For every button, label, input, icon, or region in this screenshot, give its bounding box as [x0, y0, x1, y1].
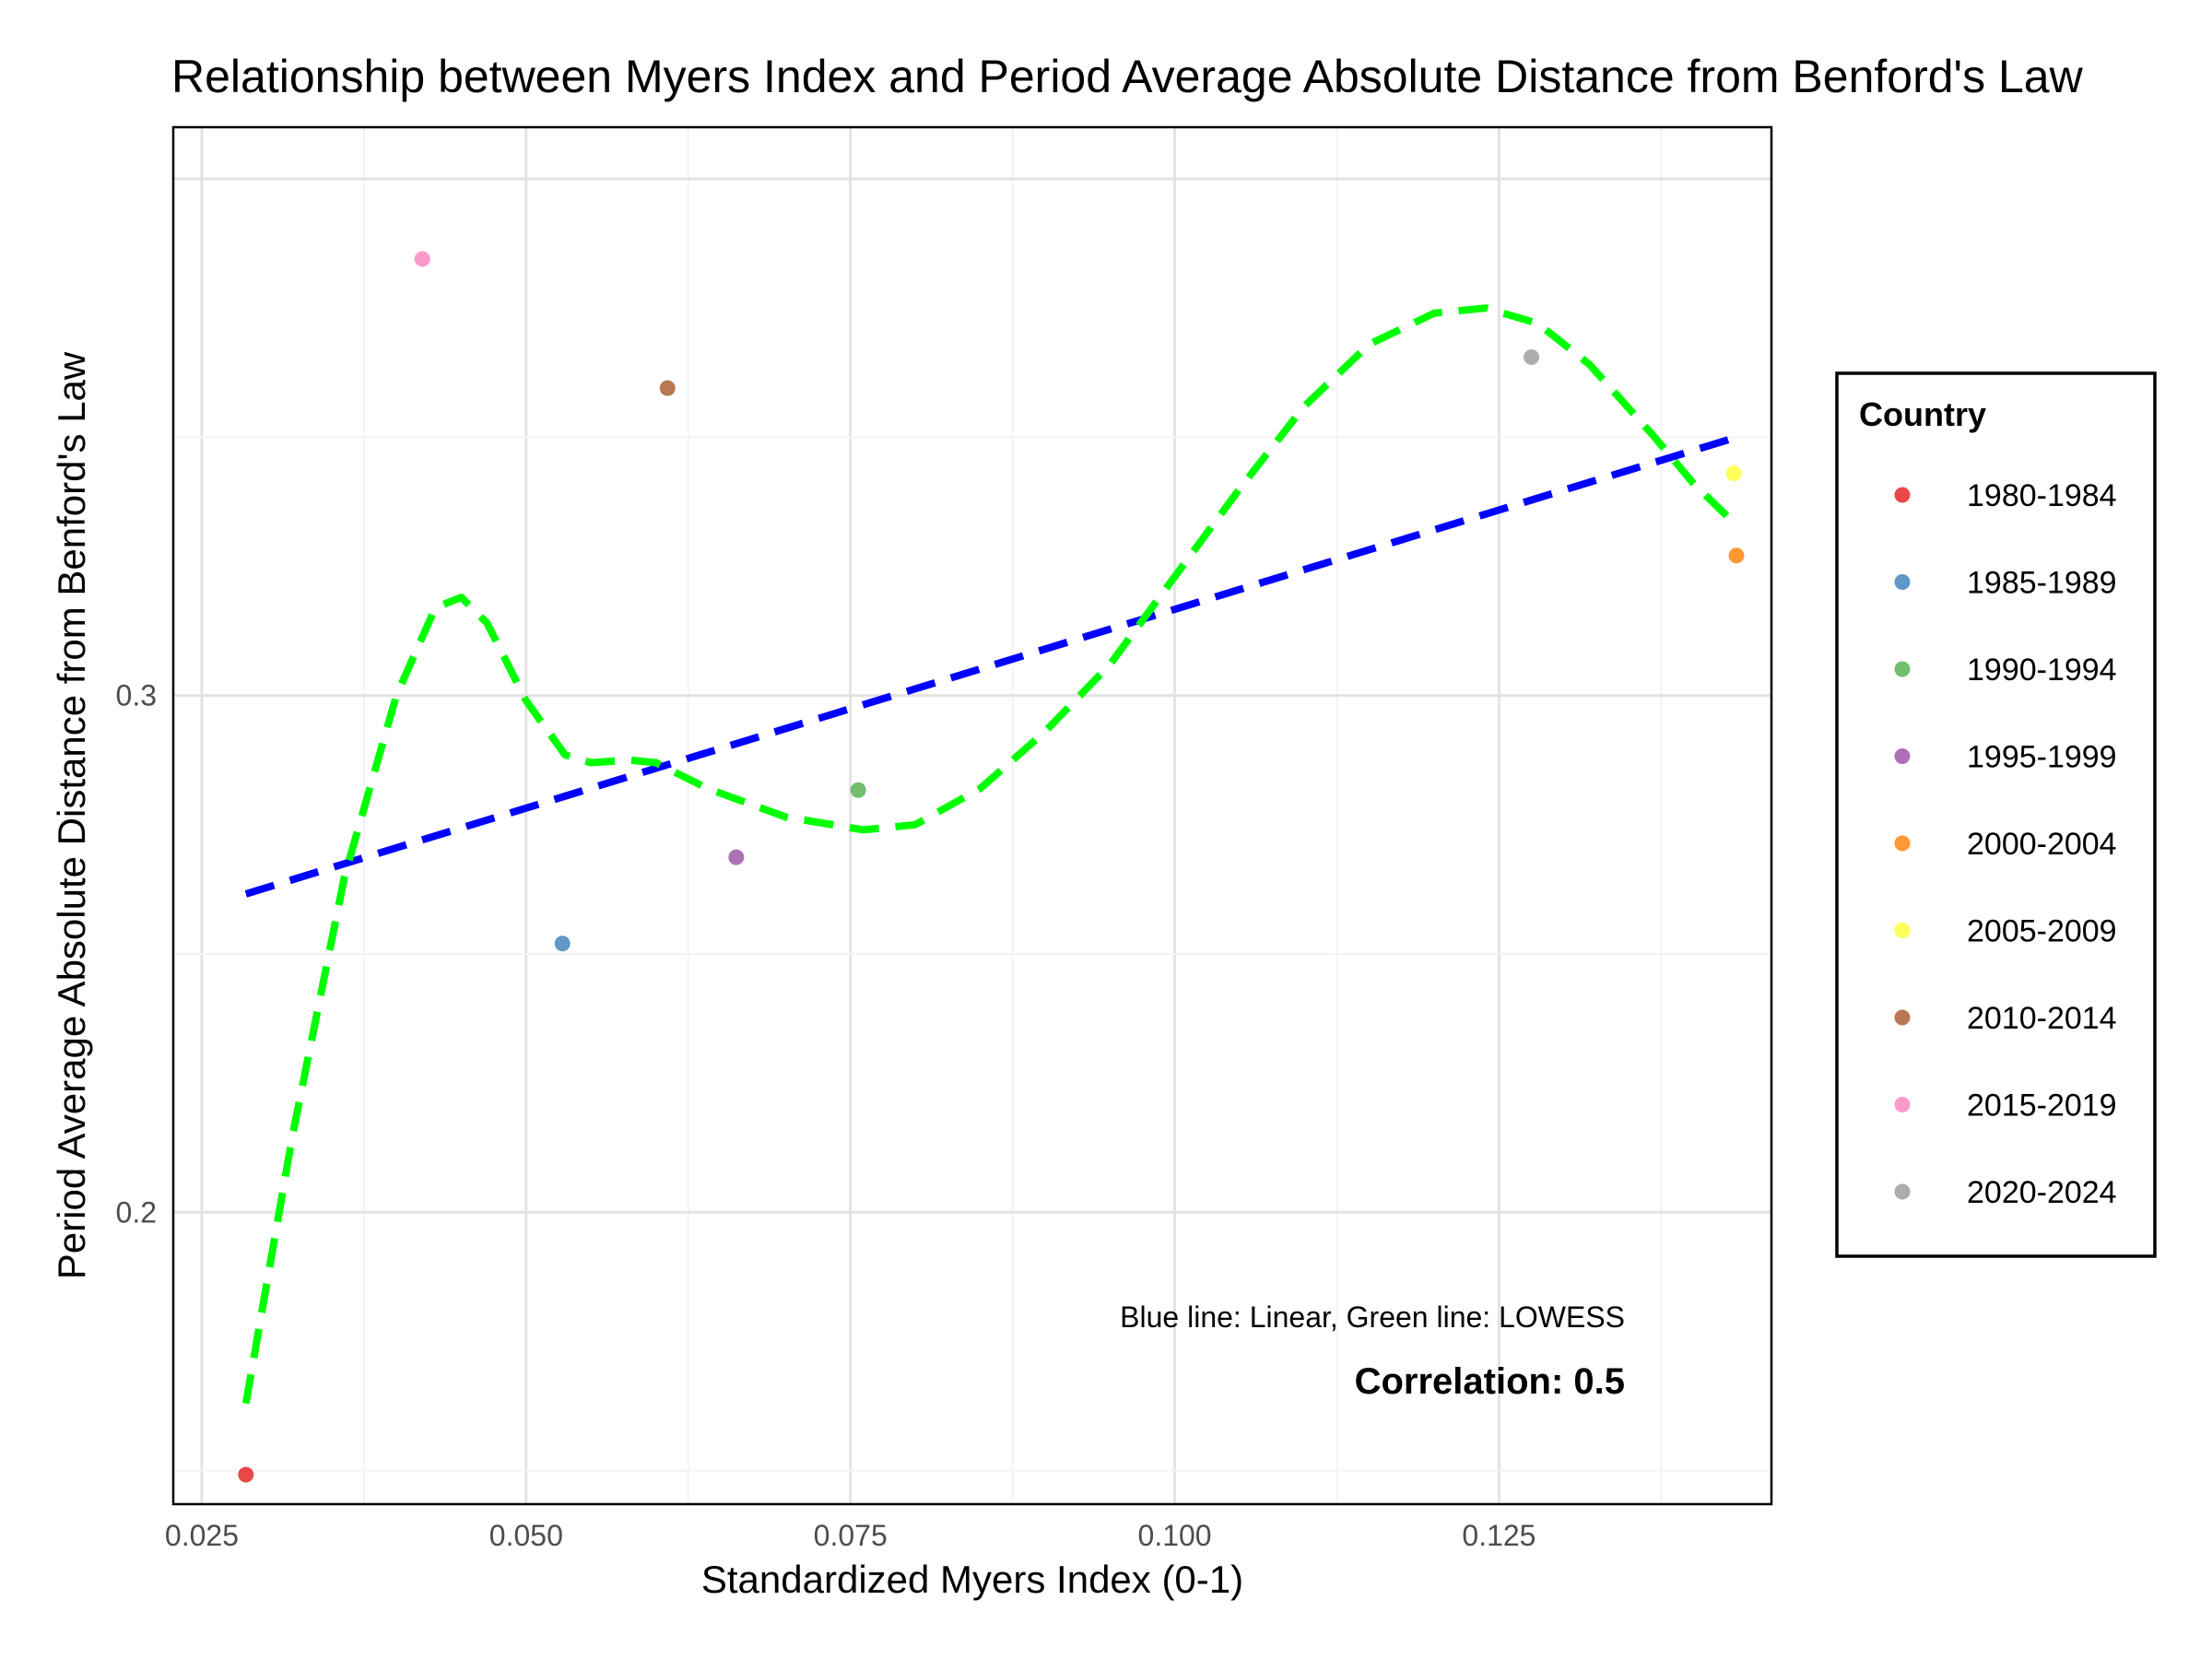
- legend-key: [1894, 487, 1911, 503]
- data-point: [659, 380, 676, 396]
- data-point: [414, 251, 430, 267]
- legend-key: [1894, 1183, 1911, 1200]
- linear-fit-line: [244, 433, 1738, 898]
- legend-key: [1894, 1097, 1911, 1112]
- legend-label: 1980-1984: [1967, 478, 2117, 513]
- legend-key: [1894, 574, 1911, 590]
- y-tick-label: 0.3: [116, 679, 157, 712]
- y-axis-ticks: 0.2 0.3: [116, 679, 157, 1230]
- y-tick-label: 0.2: [116, 1195, 157, 1229]
- legend-label: 2020-2024: [1967, 1175, 2117, 1210]
- data-point: [1725, 465, 1742, 482]
- legend-key: [1894, 923, 1911, 938]
- x-tick-label: 0.075: [814, 1519, 888, 1552]
- legend-items: 1980-1984 1985-1989 1990-1994 1995-1999 2000…: [1894, 478, 2117, 1210]
- legend-key: [1894, 748, 1911, 764]
- x-tick-label: 0.025: [165, 1519, 239, 1552]
- chart-title: Relationship between Myers Index and Per…: [171, 51, 2084, 102]
- x-tick-label: 0.100: [1138, 1519, 1212, 1552]
- legend-label: 2005-2009: [1967, 914, 2117, 949]
- legend-title: Country: [1859, 395, 1986, 433]
- legend-key: [1894, 661, 1911, 677]
- legend-label: 2015-2019: [1967, 1088, 2117, 1124]
- correlation-label: Correlation: 0.5: [1355, 1361, 1625, 1402]
- x-axis-ticks: 0.025 0.050 0.075 0.100 0.125: [165, 1519, 1536, 1552]
- data-point: [1728, 547, 1745, 564]
- data-point: [728, 849, 745, 865]
- legend-label: 1985-1989: [1967, 566, 2117, 601]
- grid: [173, 127, 1771, 1504]
- data-point: [1524, 348, 1540, 365]
- legend-label: 2010-2014: [1967, 1001, 2117, 1036]
- legend-label: 1995-1999: [1967, 740, 2117, 775]
- legend: Country 1980-1984 1985-1989 1990-1994 1995-…: [1835, 371, 2157, 1258]
- legend-label: 2000-2004: [1967, 827, 2117, 862]
- x-tick-label: 0.125: [1462, 1519, 1535, 1552]
- plot-frame: [171, 125, 1773, 1506]
- data-point: [850, 782, 866, 798]
- legend-box: [1835, 371, 2157, 1258]
- method-note: Blue line: Linear, Green line: LOWESS: [1120, 1300, 1625, 1334]
- data-point: [238, 1466, 254, 1483]
- lowess-fit-line: [241, 304, 1739, 1405]
- x-tick-label: 0.050: [489, 1519, 563, 1552]
- data-point: [554, 935, 571, 952]
- legend-label: 1990-1994: [1967, 653, 2117, 688]
- legend-key: [1894, 835, 1911, 852]
- trend-lines: [241, 304, 1739, 1405]
- data-points: [238, 251, 1745, 1483]
- y-axis-title: Period Average Absolute Distance from Be…: [50, 351, 93, 1279]
- legend-key: [1894, 1009, 1911, 1026]
- x-axis-title: Standardized Myers Index (0-1): [701, 1558, 1243, 1601]
